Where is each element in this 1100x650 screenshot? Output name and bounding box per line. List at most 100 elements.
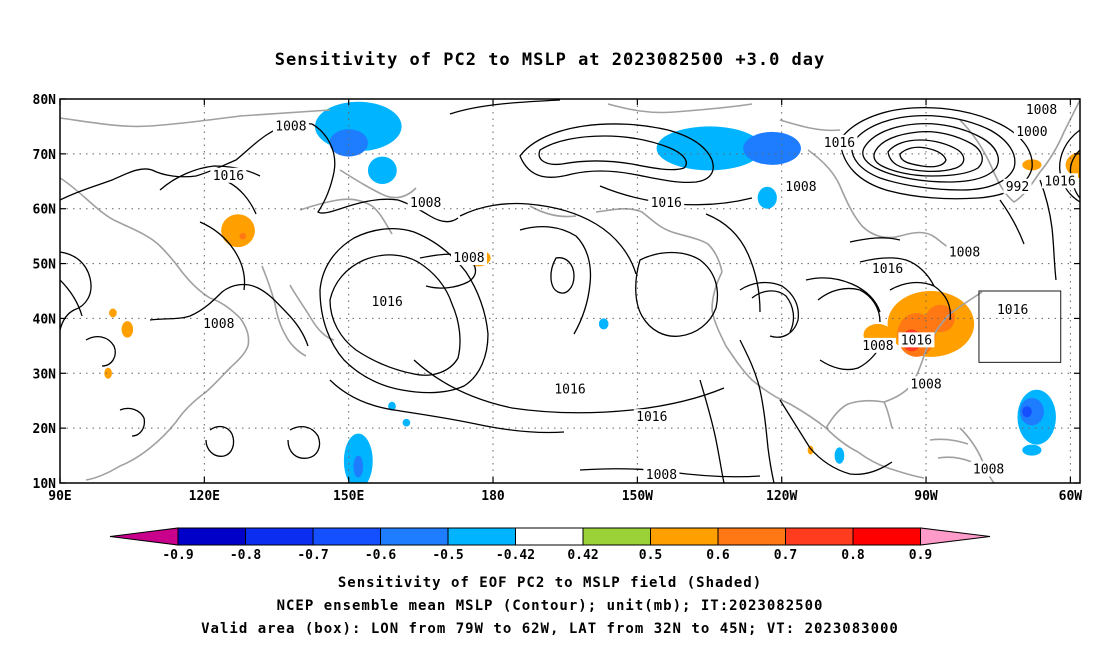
contour-label: 1016 [372, 295, 403, 310]
contour-label-bg [898, 332, 935, 348]
contour-label-bg [1013, 123, 1050, 139]
contour-label-bg [869, 261, 906, 277]
contour-label-bg [210, 167, 247, 183]
y-tick-label: 10N [33, 477, 57, 492]
x-tick-label: 90W [914, 489, 938, 504]
contour-label: 1008 [646, 468, 677, 483]
caption-contour: NCEP ensemble mean MSLP (Contour); unit(… [276, 598, 824, 614]
shaded-region-8 [656, 126, 763, 171]
x-tick-label: 90E [48, 489, 71, 504]
contour-label-bg [782, 178, 819, 194]
shaded-region-9 [743, 131, 801, 165]
mslp-contours-1016 [60, 165, 952, 459]
valid-area-rect [978, 290, 1062, 363]
valid-area-box [978, 290, 1062, 363]
colorbar-label: -0.5 [432, 548, 463, 563]
shaded-region-14 [388, 401, 396, 411]
colorbar-label: -0.42 [496, 548, 535, 563]
shaded-region-3 [109, 308, 117, 318]
map-frame [59, 98, 1081, 484]
contour-label: 1000 [1016, 125, 1047, 140]
contour-label: 1016 [554, 383, 585, 398]
contour-label-bg [1023, 101, 1060, 117]
shaded-region-2 [121, 321, 134, 338]
colorbar-box [650, 527, 719, 546]
contour-label: 1016 [651, 196, 682, 211]
longitude-ticks: 90E 120E 150E 180 150W 120W 90W 60W [48, 99, 1082, 504]
figure-title: Sensitivity of PC2 to MSLP at 2023082500… [274, 50, 826, 70]
shaded-region-33 [1022, 444, 1042, 456]
contour-label-bg [908, 376, 945, 392]
contour-label-bg [994, 302, 1031, 318]
y-tick-label: 80N [33, 93, 57, 108]
contour-label: 1008 [453, 251, 484, 266]
shaded-region-7 [367, 156, 397, 185]
y-tick-label: 50N [33, 258, 57, 273]
shaded-region-13 [598, 318, 609, 330]
contour-label: 1008 [203, 317, 234, 332]
y-tick-label: 70N [33, 148, 57, 163]
x-tick-label: 180 [481, 489, 505, 504]
shaded-region-31 [1019, 397, 1044, 426]
colorbar-label: 0.9 [909, 548, 932, 563]
contour-label-bg [859, 337, 896, 353]
shaded-region-15 [402, 418, 411, 427]
colorbar-label: -0.7 [297, 548, 328, 563]
colorbar-label: 0.5 [639, 548, 662, 563]
contour-label-bg [1042, 173, 1078, 189]
x-tick-label: 120W [766, 489, 797, 504]
x-tick-label: 120E [189, 489, 220, 504]
x-tick-label: 150W [622, 489, 653, 504]
colorbar-box [717, 527, 786, 546]
colorbar-label: -0.8 [230, 548, 261, 563]
contour-label-bg [648, 195, 685, 211]
contour-label-bg [407, 195, 444, 211]
y-tick-label: 30N [33, 367, 57, 382]
contour-label-bg [200, 315, 237, 331]
contour-label-bg [946, 244, 983, 260]
x-tick-label: 150E [333, 489, 364, 504]
contour-label: 1008 [410, 196, 441, 211]
contour-label-bg [643, 466, 680, 482]
colorbar-label: 0.42 [567, 548, 598, 563]
shaded-region-0 [221, 214, 255, 248]
colorbar-box [380, 527, 449, 546]
shaded-region-27 [1082, 157, 1096, 173]
contour-label: 1008 [862, 339, 893, 354]
contour-label: 1008 [785, 180, 816, 195]
contour-labels: 1008 1016 1008 1008 1016 1008 1016 1016 1008 1016… [200, 101, 1078, 483]
colorbar-label: 0.7 [774, 548, 797, 563]
x-tick-label: 60W [1059, 489, 1083, 504]
contour-label-bg [450, 250, 487, 266]
contour-label: 1008 [910, 377, 941, 392]
colorbar-box [515, 527, 584, 546]
contour-label-bg [821, 134, 858, 150]
contour-label-bg [552, 381, 588, 397]
contour-label: 1008 [275, 119, 306, 134]
contour-label: 1016 [636, 410, 667, 425]
colorbar-label: 0.8 [841, 548, 865, 563]
colorbar-box [312, 527, 381, 546]
shaded-region-4 [104, 367, 112, 379]
colorbar: -0.9 -0.8 -0.7 -0.6 -0.5 -0.42 0.42 0.5 0.6 0.7 0.… [109, 527, 991, 563]
contour-label-bg [272, 118, 309, 134]
caption-valid-area: Valid area (box): LON from 79W to 62W, L… [201, 621, 899, 637]
shaded-region-22 [926, 304, 955, 333]
y-tick-label: 20N [33, 422, 57, 437]
contour-label: 1016 [213, 169, 244, 184]
contour-label: 1016 [901, 333, 932, 348]
colorbar-label: -0.6 [365, 548, 396, 563]
colorbar-box [852, 527, 921, 546]
shaded-region-12 [353, 455, 364, 478]
contour-label: 1016 [997, 303, 1028, 318]
shaded-region-26 [1065, 151, 1080, 179]
colorbar-box [447, 527, 516, 546]
colorbar-upper-arrow [920, 527, 991, 546]
contour-label-bg [369, 293, 406, 309]
contour-label-bg [633, 409, 670, 425]
latitude-ticks: 10N 20N 30N 40N 50N 60N 70N 80N [33, 93, 1080, 492]
contour-label: 1016 [1044, 174, 1075, 189]
shaded-region-16 [834, 447, 845, 464]
colorbar-box [582, 527, 651, 546]
shaded-region-1 [239, 232, 247, 240]
